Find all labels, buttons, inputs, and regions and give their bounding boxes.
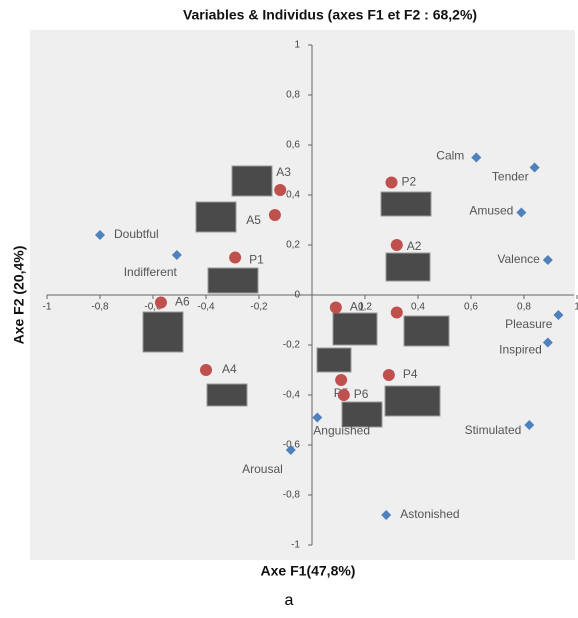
y-tick-label: -0,4 — [283, 390, 301, 401]
point-label: Pleasure — [505, 317, 553, 331]
individual-point — [386, 177, 398, 189]
point-label: A5 — [246, 213, 261, 227]
individual-point — [338, 389, 350, 401]
point-label: Calm — [436, 149, 464, 163]
point-label: A4 — [222, 362, 237, 376]
point-label: P2 — [402, 175, 417, 189]
y-axis-title: Axe F2 (20,4%) — [11, 246, 27, 345]
individual-point — [155, 297, 167, 309]
individual-point — [383, 369, 395, 381]
x-tick-label: 0,8 — [517, 302, 531, 313]
point-label: A1 — [350, 300, 365, 314]
individual-point — [200, 364, 212, 376]
y-tick-label: 1 — [294, 40, 300, 51]
point-label: A6 — [175, 295, 190, 309]
x-tick-label: -0,8 — [91, 302, 109, 313]
point-label: P6 — [354, 387, 369, 401]
chart-title: Variables & Individus (axes F1 et F2 : 6… — [183, 7, 477, 23]
y-tick-label: -0,8 — [283, 490, 301, 501]
y-tick-label: 0,8 — [286, 90, 300, 101]
individual-point — [335, 374, 347, 386]
x-tick-label: 0,4 — [411, 302, 425, 313]
point-label: Arousal — [242, 462, 283, 476]
point-label: Indifferent — [124, 265, 178, 279]
individual-point — [274, 184, 286, 196]
y-tick-label: -0,2 — [283, 340, 301, 351]
y-tick-label: -1 — [291, 540, 300, 551]
point-label: Inspired — [499, 343, 542, 357]
y-tick-label: 0,2 — [286, 240, 300, 251]
point-label: P1 — [249, 253, 264, 267]
y-tick-label: 0,4 — [286, 190, 300, 201]
point-label: Doubtful — [114, 227, 159, 241]
caption: a — [285, 592, 294, 609]
point-label: Tender — [492, 170, 529, 184]
x-tick-label: -0,2 — [250, 302, 268, 313]
point-label: Astonished — [400, 507, 459, 521]
point-label: A2 — [407, 239, 422, 253]
individual-point — [391, 307, 403, 319]
point-label: Stimulated — [465, 423, 522, 437]
y-tick-label: 0 — [294, 290, 300, 301]
x-tick-label: -1 — [43, 302, 52, 313]
individual-point — [229, 252, 241, 264]
point-label: Anguished — [313, 424, 370, 438]
y-tick-label: 0,6 — [286, 140, 300, 151]
individual-point — [330, 302, 342, 314]
individual-point — [269, 209, 281, 221]
point-label: Amused — [469, 204, 513, 218]
x-tick-label: 0,6 — [464, 302, 478, 313]
point-label: P4 — [403, 367, 418, 381]
point-label: A3 — [276, 165, 291, 179]
x-tick-label: 1 — [574, 302, 578, 313]
individual-point — [391, 239, 403, 251]
chart: Variables & Individus (axes F1 et F2 : 6… — [0, 0, 578, 613]
x-axis-title: Axe F1(47,8%) — [261, 563, 356, 579]
point-label: Valence — [497, 252, 540, 266]
x-tick-label: -0,4 — [197, 302, 215, 313]
